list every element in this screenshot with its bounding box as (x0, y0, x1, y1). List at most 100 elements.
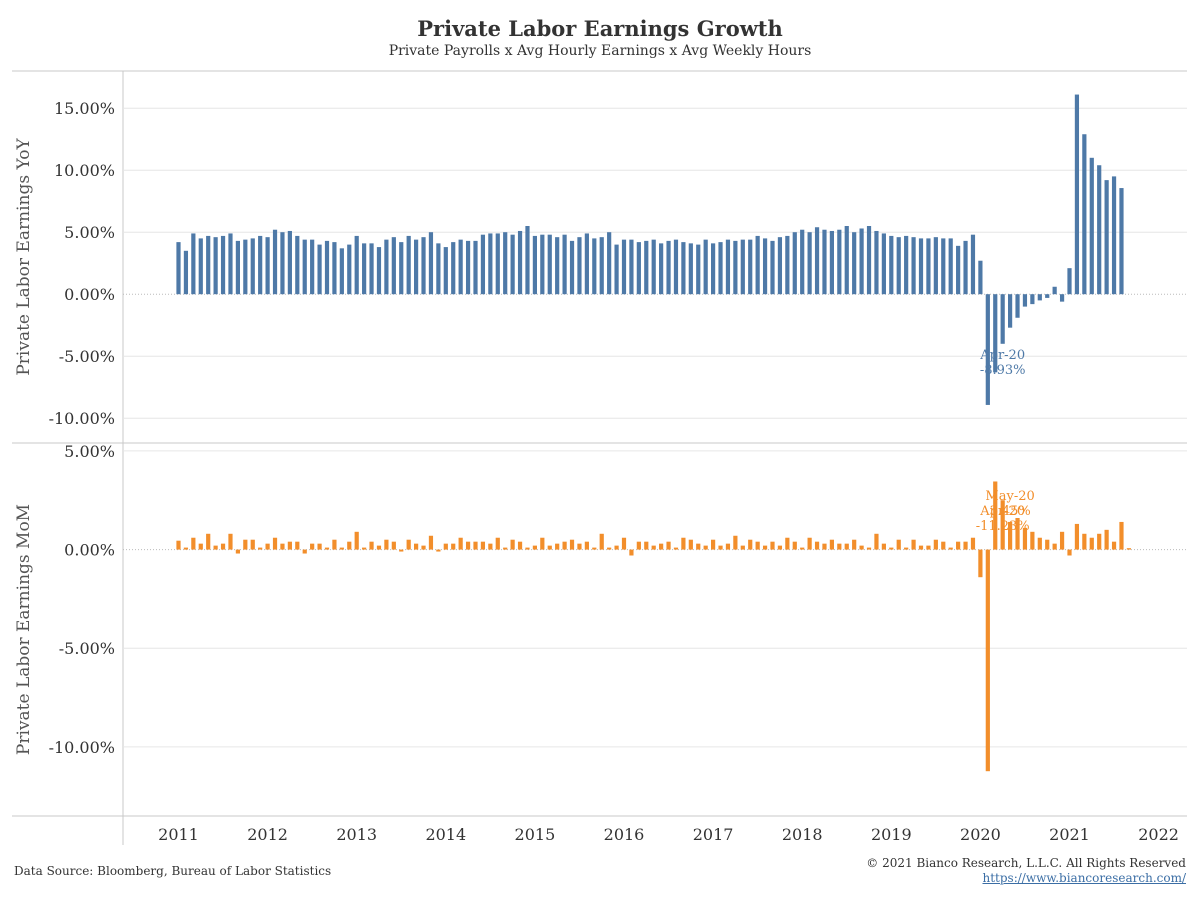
bar (926, 545, 931, 550)
bar (473, 240, 478, 295)
bar (584, 233, 589, 295)
bar (525, 547, 530, 550)
bar (644, 240, 649, 295)
bar (621, 239, 627, 295)
bar (748, 239, 753, 295)
bar (829, 230, 834, 295)
bar (592, 547, 597, 550)
bar (458, 537, 463, 550)
bar (250, 238, 255, 295)
bar (272, 229, 278, 295)
bar (621, 537, 627, 550)
bar (213, 237, 218, 295)
bar (1097, 165, 1102, 295)
bar (740, 239, 745, 295)
bar (599, 533, 604, 550)
bar (711, 539, 716, 550)
bar (1052, 286, 1057, 295)
bar (777, 237, 783, 295)
x-tick-label: 2018 (782, 825, 823, 844)
bar (1000, 294, 1005, 344)
bar (525, 226, 530, 295)
bar (436, 549, 441, 552)
bar (584, 541, 589, 550)
bar (1045, 539, 1050, 550)
bar (844, 226, 849, 295)
bar (985, 294, 990, 405)
bar (384, 539, 389, 550)
bar (324, 547, 330, 550)
bar (473, 541, 478, 550)
bar (1119, 521, 1124, 550)
bar (889, 547, 894, 550)
bar (354, 531, 359, 550)
bar (243, 539, 248, 550)
bar (495, 537, 500, 550)
bar (1015, 294, 1020, 318)
bar (369, 541, 374, 550)
bar (956, 541, 961, 550)
bar (206, 533, 211, 550)
x-tick-label: 2020 (960, 825, 1001, 844)
bar (443, 247, 448, 295)
bar (562, 234, 567, 295)
bar (532, 545, 537, 550)
bar (948, 547, 953, 550)
bar (755, 235, 760, 295)
bar (1082, 533, 1087, 550)
bar (607, 547, 612, 550)
bar (302, 549, 307, 554)
bar (517, 230, 523, 295)
bar (1119, 188, 1124, 295)
x-tick-label: 2012 (247, 825, 288, 844)
bar (517, 541, 523, 550)
bar (852, 539, 857, 550)
bar (792, 232, 797, 295)
bar (859, 545, 864, 550)
bar (733, 535, 738, 550)
bar (881, 233, 886, 295)
bar (800, 229, 805, 295)
x-tick-label: 2013 (336, 825, 377, 844)
bar (384, 239, 389, 295)
website-link[interactable]: https://www.biancoresearch.com/ (982, 871, 1186, 885)
bar (1015, 517, 1020, 550)
bar (785, 537, 790, 550)
bar (569, 240, 575, 295)
y-tick-label: 0.00% (64, 541, 115, 560)
bar (406, 235, 411, 295)
bar (213, 545, 218, 550)
bar (183, 547, 189, 550)
bar (740, 545, 745, 550)
bar (807, 537, 812, 550)
annotation-label: Oct-21 (1131, 0, 1175, 4)
bar (258, 547, 263, 550)
bar (183, 250, 189, 295)
bar (399, 242, 404, 295)
bar (770, 541, 775, 550)
bar (354, 235, 359, 295)
y-tick-label: -5.00% (59, 347, 115, 366)
bar (755, 541, 760, 550)
bar (874, 230, 879, 295)
bar (762, 238, 768, 295)
bar (673, 239, 679, 295)
bar (228, 233, 233, 295)
bar (956, 245, 961, 295)
bar (718, 242, 723, 295)
bar (220, 235, 226, 295)
bar (896, 237, 901, 295)
bar (191, 233, 196, 295)
bar (235, 240, 240, 295)
bar (970, 234, 976, 295)
x-tick-label: 2021 (1049, 825, 1090, 844)
bar (614, 545, 619, 550)
bar (889, 235, 894, 295)
bar (926, 238, 931, 295)
bar (1000, 500, 1005, 550)
bar (844, 543, 849, 550)
bar (711, 243, 716, 295)
bar (1104, 529, 1109, 550)
bar (198, 238, 203, 295)
bar (332, 242, 337, 295)
